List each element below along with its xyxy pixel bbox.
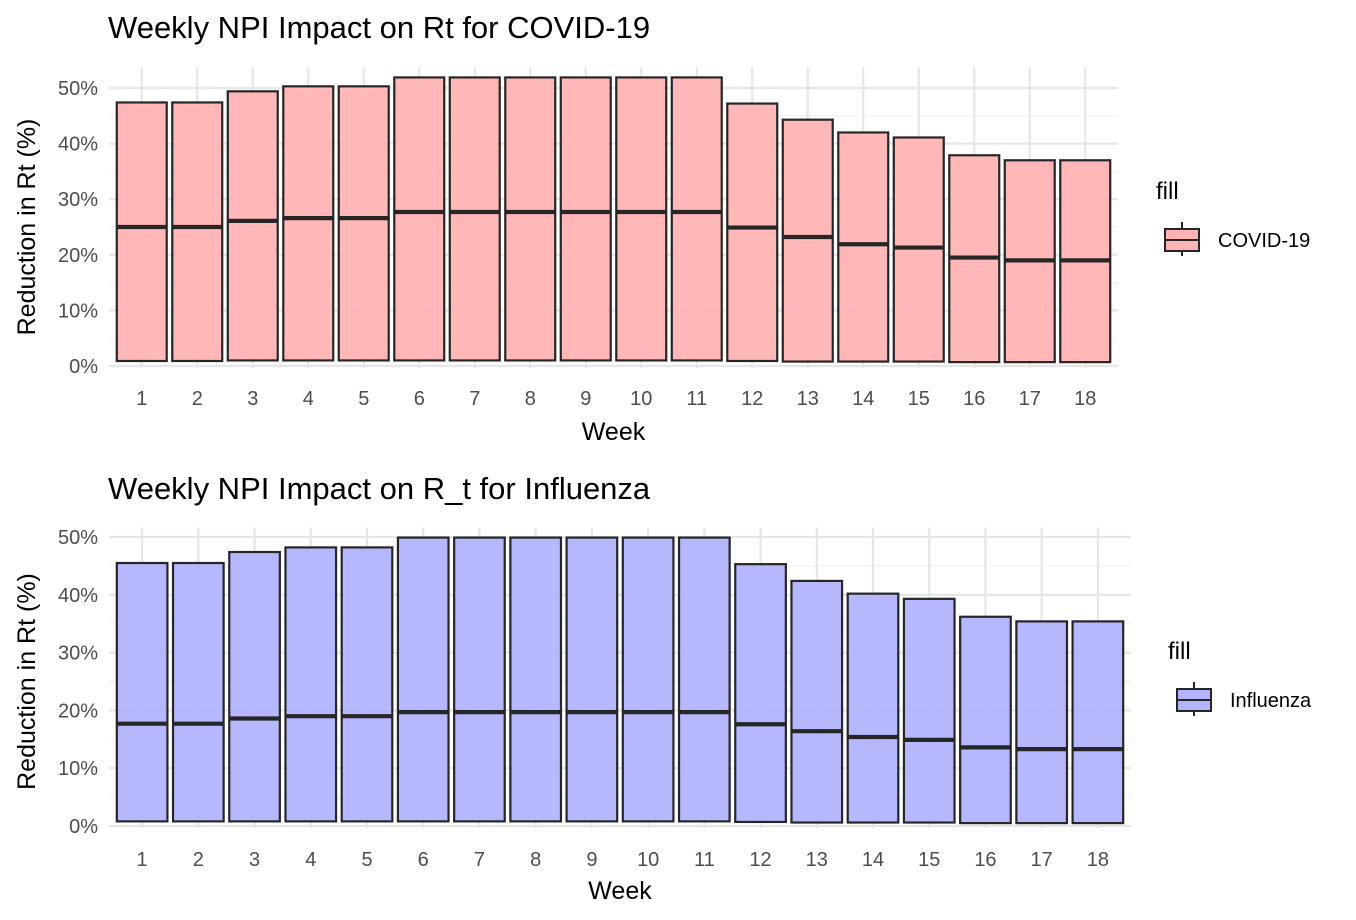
y-tick-label: 0% [69,356,98,378]
x-tick-label: 2 [193,849,204,871]
x-tick-label: 12 [741,388,763,410]
box-covid-19-week-7 [448,76,501,362]
box-influenza-week-3 [228,550,281,823]
x-axis-title: Week [588,877,652,905]
y-axis-title: Reduction in Rt (%) [13,119,41,336]
x-axis-title: Week [582,418,646,446]
box-covid-19-week-14 [837,131,890,363]
box-covid-19-week-5 [337,85,390,362]
x-tick-label: 15 [918,849,940,871]
box-influenza-week-8 [509,536,563,823]
y-tick-label: 50% [58,527,98,549]
box-covid-19-week-8 [504,76,557,362]
y-tick-label: 50% [58,78,98,100]
x-tick-label: 18 [1074,388,1096,410]
box-influenza-week-10 [621,536,675,823]
box-influenza-week-17 [1015,620,1069,825]
legend: fill Influenza [1168,638,1312,716]
x-tick-label: 13 [797,388,819,410]
box-covid-19-week-13 [781,118,834,363]
box-influenza-week-18 [1071,620,1125,825]
x-tick-label: 8 [530,849,541,871]
box-influenza-week-12 [734,563,787,824]
x-tick-label: 9 [580,388,591,410]
legend-title: fill [1156,178,1179,205]
box-influenza-week-11 [677,536,731,823]
x-tick-label: 5 [361,849,372,871]
x-tick-label: 16 [963,388,985,410]
y-axis-title: Reduction in Rt (%) [13,573,41,790]
x-tick-label: 4 [305,849,316,871]
legend-label: COVID-19 [1218,230,1310,252]
x-tick-label: 15 [908,388,930,410]
x-tick-label: 14 [862,849,884,871]
x-tick-label: 6 [418,849,429,871]
box-influenza-week-13 [790,579,844,824]
chart-title: Weekly NPI Impact on Rt for COVID-19 [108,10,650,45]
chart-panel-2: 0%10%20%30%40%50%1 2 3 4 5 6 7 8 9 10 11 12 13 14 15 16… [13,471,1312,905]
box-influenza-week-15 [902,597,956,824]
y-tick-label: 0% [69,816,98,838]
x-tick-label: 17 [1031,849,1053,871]
box-covid-19-week-9 [559,76,612,362]
box-influenza-week-1 [115,561,169,823]
box-influenza-week-16 [959,615,1012,825]
x-tick-label: 12 [749,849,771,871]
x-tick-label: 9 [586,849,597,871]
box-covid-19-week-2 [171,101,224,363]
box-influenza-week-14 [846,592,900,824]
y-tick-label: 20% [58,245,98,267]
x-tick-label: 2 [192,388,203,410]
y-tick-label: 20% [58,700,98,722]
x-tick-label: 7 [469,388,480,410]
x-tick-label: 11 [694,849,715,871]
x-tick-label: 18 [1087,849,1109,871]
x-tick-label: 3 [247,388,258,410]
box-influenza-week-7 [453,536,506,823]
box-influenza-week-2 [171,561,225,823]
y-tick-label: 40% [58,134,98,156]
legend: fill COVID-19 [1156,178,1310,256]
x-tick-label: 8 [525,388,536,410]
x-tick-label: 1 [137,849,148,871]
x-tick-label: 7 [474,849,485,871]
box-covid-19-week-3 [226,90,279,362]
box-influenza-week-5 [340,546,394,823]
box-covid-19-week-6 [393,76,446,362]
box-covid-19-week-12 [726,102,779,363]
box-covid-19-week-4 [282,85,335,362]
x-tick-label: 14 [852,388,874,410]
x-tick-label: 5 [358,388,369,410]
box-influenza-week-6 [396,536,450,823]
legend-label: Influenza [1230,690,1312,712]
chart-panel-1: 0%10%20%30%40%50%1 2 3 4 5 6 7 8 9 10 11 12 13 14 15 16… [13,10,1310,446]
y-tick-label: 30% [58,189,98,211]
box-influenza-week-9 [565,536,619,823]
x-tick-label: 6 [414,388,425,410]
box-influenza-week-4 [284,546,338,823]
y-tick-label: 10% [58,758,98,780]
x-tick-label: 17 [1019,388,1041,410]
x-tick-label: 1 [136,388,147,410]
box-covid-19-week-1 [115,101,168,363]
x-tick-label: 13 [806,849,828,871]
box-covid-19-week-10 [615,76,668,362]
x-tick-label: 10 [630,388,652,410]
x-tick-label: 16 [974,849,996,871]
legend-title: fill [1168,638,1191,665]
x-tick-label: 10 [637,849,659,871]
x-tick-label: 3 [249,849,260,871]
y-tick-label: 10% [58,300,98,322]
chart-title: Weekly NPI Impact on R_t for Influenza [108,471,651,506]
box-covid-19-week-11 [670,76,723,362]
x-tick-label: 11 [686,388,707,410]
x-tick-label: 4 [303,388,314,410]
y-tick-label: 40% [58,585,98,607]
y-tick-label: 30% [58,643,98,665]
